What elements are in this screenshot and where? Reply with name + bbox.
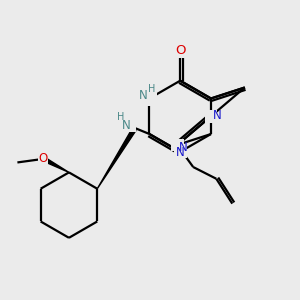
Polygon shape — [97, 128, 136, 189]
Text: N: N — [122, 118, 131, 132]
Bar — [118, 119, 136, 131]
Bar — [174, 146, 187, 158]
Bar — [38, 154, 48, 164]
Text: O: O — [39, 152, 48, 165]
Text: N: N — [213, 109, 222, 122]
Text: N: N — [176, 146, 184, 159]
Text: H: H — [117, 112, 124, 122]
Bar — [171, 139, 184, 152]
Bar — [205, 110, 218, 123]
Text: N: N — [139, 89, 147, 102]
Text: N: N — [179, 141, 188, 154]
Text: O: O — [175, 44, 185, 57]
Bar — [142, 91, 157, 106]
Bar — [174, 45, 187, 58]
Text: H: H — [148, 83, 155, 94]
Polygon shape — [42, 157, 69, 172]
